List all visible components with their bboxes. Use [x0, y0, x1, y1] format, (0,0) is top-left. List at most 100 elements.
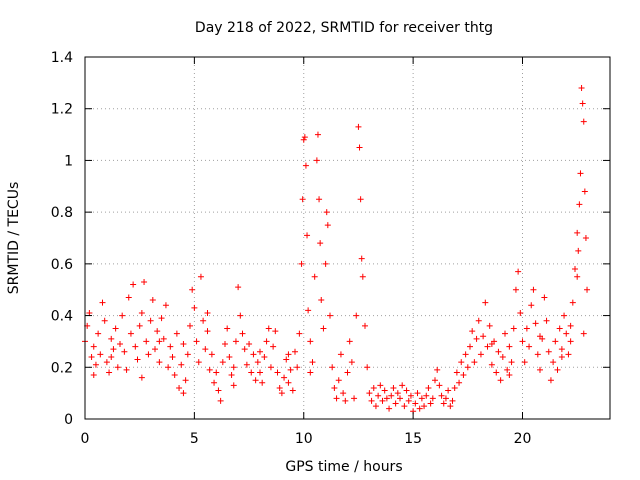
data-point	[561, 312, 568, 319]
data-point	[169, 353, 176, 360]
data-point	[445, 387, 452, 394]
data-point	[287, 366, 294, 373]
data-point	[296, 330, 303, 337]
data-point	[545, 348, 552, 355]
y-tick-label: 0	[64, 412, 73, 428]
data-point	[534, 351, 541, 358]
data-point	[541, 294, 548, 301]
data-point	[193, 338, 200, 345]
data-point	[442, 395, 449, 402]
data-point	[189, 286, 196, 293]
data-point	[482, 299, 489, 306]
data-point	[152, 346, 158, 353]
data-point	[576, 201, 583, 208]
data-point	[143, 338, 150, 345]
data-point	[403, 387, 410, 394]
data-point	[581, 188, 588, 195]
data-point	[497, 377, 504, 384]
data-point	[274, 369, 281, 376]
data-point	[101, 317, 108, 324]
data-point	[416, 405, 423, 412]
data-point	[149, 297, 156, 304]
data-point	[543, 317, 550, 324]
data-point	[582, 235, 589, 241]
x-tick-label: 10	[295, 431, 313, 447]
data-point	[477, 351, 484, 358]
data-point	[340, 390, 347, 397]
data-point	[436, 382, 443, 389]
data-point	[317, 240, 324, 247]
data-point	[259, 379, 266, 386]
data-point	[298, 260, 305, 267]
data-point	[506, 343, 513, 350]
data-point	[230, 364, 237, 371]
x-tick-label: 0	[81, 431, 90, 447]
y-tick-label: 0.8	[51, 205, 73, 221]
data-point	[307, 369, 314, 376]
y-tick-label: 1.4	[51, 50, 73, 66]
axis-ticks	[84, 56, 610, 420]
data-point	[327, 312, 333, 319]
data-point	[563, 330, 570, 337]
data-point	[493, 369, 500, 376]
data-point	[386, 405, 393, 412]
data-point	[145, 351, 152, 358]
data-point	[449, 397, 456, 404]
data-point	[579, 100, 586, 107]
data-point	[110, 346, 117, 353]
data-point	[318, 297, 325, 304]
data-point	[304, 232, 311, 239]
data-point	[121, 348, 128, 355]
data-point	[206, 366, 213, 373]
data-point	[171, 372, 178, 379]
data-point	[162, 302, 169, 309]
data-point	[130, 281, 137, 288]
data-point	[160, 335, 167, 342]
data-point	[577, 170, 584, 177]
data-point	[108, 335, 115, 342]
data-points	[82, 85, 591, 415]
data-point	[355, 123, 362, 130]
y-tick-label: 1	[64, 153, 73, 169]
data-point	[285, 379, 292, 386]
data-point	[425, 384, 432, 391]
x-axis-title: GPS time / hours	[285, 459, 402, 475]
data-point	[208, 351, 215, 358]
data-point	[484, 343, 491, 350]
data-point	[537, 366, 543, 373]
data-point	[432, 377, 438, 384]
data-point	[215, 387, 222, 394]
data-point	[191, 304, 198, 311]
data-point	[158, 315, 165, 322]
data-point	[125, 294, 132, 301]
data-point	[460, 372, 467, 379]
data-point	[580, 330, 587, 337]
data-point	[346, 338, 353, 345]
data-point	[456, 379, 463, 386]
data-point	[305, 307, 312, 314]
data-point	[434, 366, 441, 373]
data-point	[495, 348, 502, 355]
data-point	[99, 299, 106, 306]
data-point	[370, 384, 377, 391]
x-tick-label: 5	[190, 431, 199, 447]
data-point	[552, 338, 559, 345]
data-point	[299, 196, 306, 203]
data-point	[547, 377, 554, 384]
data-point	[329, 364, 336, 371]
data-point	[521, 359, 528, 366]
data-point	[556, 325, 563, 332]
data-point	[580, 118, 587, 125]
data-point	[375, 392, 382, 399]
data-point	[423, 392, 430, 399]
data-point	[537, 333, 543, 340]
data-point	[366, 390, 373, 397]
data-point	[322, 260, 329, 267]
data-point	[309, 359, 316, 366]
data-point	[429, 395, 436, 402]
data-point	[440, 400, 447, 407]
plot-frame	[84, 56, 611, 420]
data-point	[182, 377, 189, 384]
data-point	[180, 341, 187, 348]
